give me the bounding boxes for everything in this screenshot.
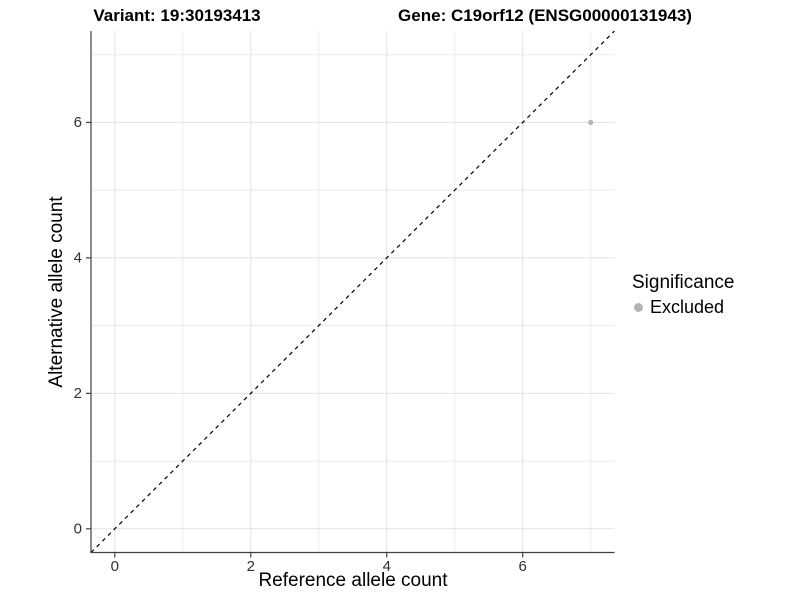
- legend: Significance Excluded: [632, 272, 734, 318]
- variant-title: Variant: 19:30193413: [93, 6, 261, 25]
- x-axis-label: Reference allele count: [258, 570, 448, 591]
- x-tick-label: 0: [111, 558, 119, 575]
- x-tick-label: 6: [519, 558, 527, 575]
- legend-item-label: Excluded: [650, 297, 725, 317]
- data-point: [588, 119, 594, 126]
- y-tick-label: 4: [74, 249, 82, 266]
- x-tick-label: 2: [247, 558, 255, 575]
- y-tick-label: 6: [74, 114, 82, 131]
- x-tick-label: 4: [383, 558, 391, 575]
- legend-title: Significance: [632, 272, 735, 293]
- y-tick-label: 2: [74, 385, 82, 402]
- excluded-point-icon: [634, 303, 643, 312]
- identity-dashed-line: [90, 30, 615, 553]
- y-tick-label: 0: [74, 520, 82, 537]
- legend-item-excluded: Excluded: [632, 297, 734, 318]
- y-axis-label: Alternative allele count: [46, 196, 67, 388]
- gene-title: Gene: C19orf12 (ENSG00000131943): [398, 6, 692, 25]
